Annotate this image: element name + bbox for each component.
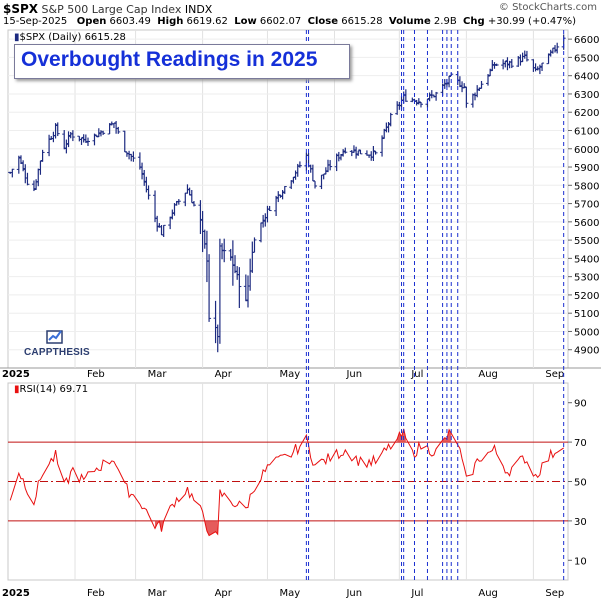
volume-value: 2.9B	[433, 16, 457, 27]
high-value: 6619.62	[186, 16, 228, 27]
rsi-x-tick-label: Sep	[545, 588, 564, 599]
ticker-description: S&P 500 Large Cap Index	[41, 3, 182, 16]
logo-chart-icon	[46, 330, 63, 344]
price-pane-legend: ▮$SPX (Daily) 6615.28	[14, 32, 126, 43]
rsi-x-tick-label: 2025	[2, 588, 30, 599]
rsi-y-tick-label: 90	[574, 399, 587, 410]
rsi-overbought-fill	[442, 429, 452, 443]
quote-date: 15-Sep-2025	[3, 16, 68, 27]
rsi-x-tick-label: Mar	[148, 588, 168, 599]
rsi-x-tick-label: Feb	[87, 588, 105, 599]
price-y-tick-label: 6200	[574, 108, 599, 119]
price-pane-frame	[7, 29, 569, 369]
price-y-tick-label: 5500	[574, 236, 599, 247]
price-x-tick-label: 2025	[2, 369, 30, 380]
open-label: Open	[76, 16, 107, 27]
rsi-y-tick-label: 30	[574, 517, 587, 528]
price-x-tick-label: Aug	[478, 369, 498, 380]
price-y-tick-label: 6500	[574, 53, 599, 64]
rsi-y-tick-label: 70	[574, 438, 587, 449]
rsi-pane-legend: ▮RSI(14) 69.71	[14, 384, 89, 395]
low-value: 6602.07	[259, 16, 302, 27]
price-y-tick-label: 6100	[574, 126, 599, 137]
price-y-tick-label: 5800	[574, 181, 599, 192]
chart-header: $SPX S&P 500 Large Cap Index INDX © Stoc…	[0, 0, 601, 32]
capp-thesis-logo: CAPPTHESIS	[24, 328, 94, 362]
price-y-tick-label: 6600	[574, 35, 599, 46]
rsi-x-tick-label: May	[279, 588, 300, 599]
close-value: 6615.28	[341, 16, 383, 27]
price-y-tick-label: 6400	[574, 72, 599, 83]
price-x-tick-label: Feb	[87, 369, 105, 380]
change-value: +30.99 (+0.47%)	[487, 16, 576, 27]
ticker-symbol: $SPX	[3, 2, 39, 16]
high-label: High	[157, 16, 184, 27]
price-y-tick-label: 5200	[574, 291, 599, 302]
price-y-tick-label: 5600	[574, 218, 599, 229]
rsi-x-tick-label: Aug	[478, 588, 498, 599]
price-y-tick-label: 5400	[574, 254, 599, 265]
price-y-tick-label: 6000	[574, 145, 599, 156]
change-label: Chg	[463, 16, 485, 27]
price-x-tick-label: Mar	[148, 369, 168, 380]
rsi-x-tick-label: Jun	[345, 588, 362, 599]
price-y-tick-label: 4900	[574, 346, 599, 357]
price-x-tick-label: Sep	[545, 369, 564, 380]
header-title-line: $SPX S&P 500 Large Cap Index INDX	[3, 2, 212, 16]
price-x-tick-label: Apr	[215, 369, 233, 380]
volume-label: Volume	[388, 16, 431, 27]
price-x-tick-label: Jun	[345, 369, 362, 380]
exchange-label: INDX	[184, 3, 213, 16]
ohlc-summary: 15-Sep-2025 Open 6603.49 High 6619.62 Lo…	[3, 16, 576, 27]
chart-callout-box: Overbought Readings in 2025	[14, 44, 350, 79]
rsi-x-tick-label: Jul	[410, 588, 423, 599]
brand-credit: © StockCharts.com	[498, 2, 597, 13]
callout-title: Overbought Readings in 2025	[21, 48, 318, 71]
logo-text: CAPPTHESIS	[24, 347, 90, 358]
rsi-x-tick-label: Apr	[215, 588, 233, 599]
price-y-tick-label: 5100	[574, 309, 599, 320]
rsi-y-tick-label: 50	[574, 478, 587, 489]
price-x-tick-label: May	[279, 369, 300, 380]
price-y-tick-label: 6300	[574, 90, 599, 101]
open-value: 6603.49	[109, 16, 151, 27]
price-y-tick-label: 5300	[574, 273, 599, 284]
price-x-tick-label: Jul	[410, 369, 423, 380]
close-label: Close	[307, 16, 339, 27]
rsi-y-tick-label: 10	[574, 556, 587, 567]
price-legend-text: $SPX (Daily) 6615.28	[19, 32, 126, 43]
price-y-tick-label: 5900	[574, 163, 599, 174]
price-y-tick-label: 5000	[574, 327, 599, 338]
low-label: Low	[234, 16, 257, 27]
price-y-tick-label: 5700	[574, 200, 599, 211]
rsi-line	[9, 428, 564, 537]
rsi-legend-text: RSI(14) 69.71	[19, 384, 89, 395]
